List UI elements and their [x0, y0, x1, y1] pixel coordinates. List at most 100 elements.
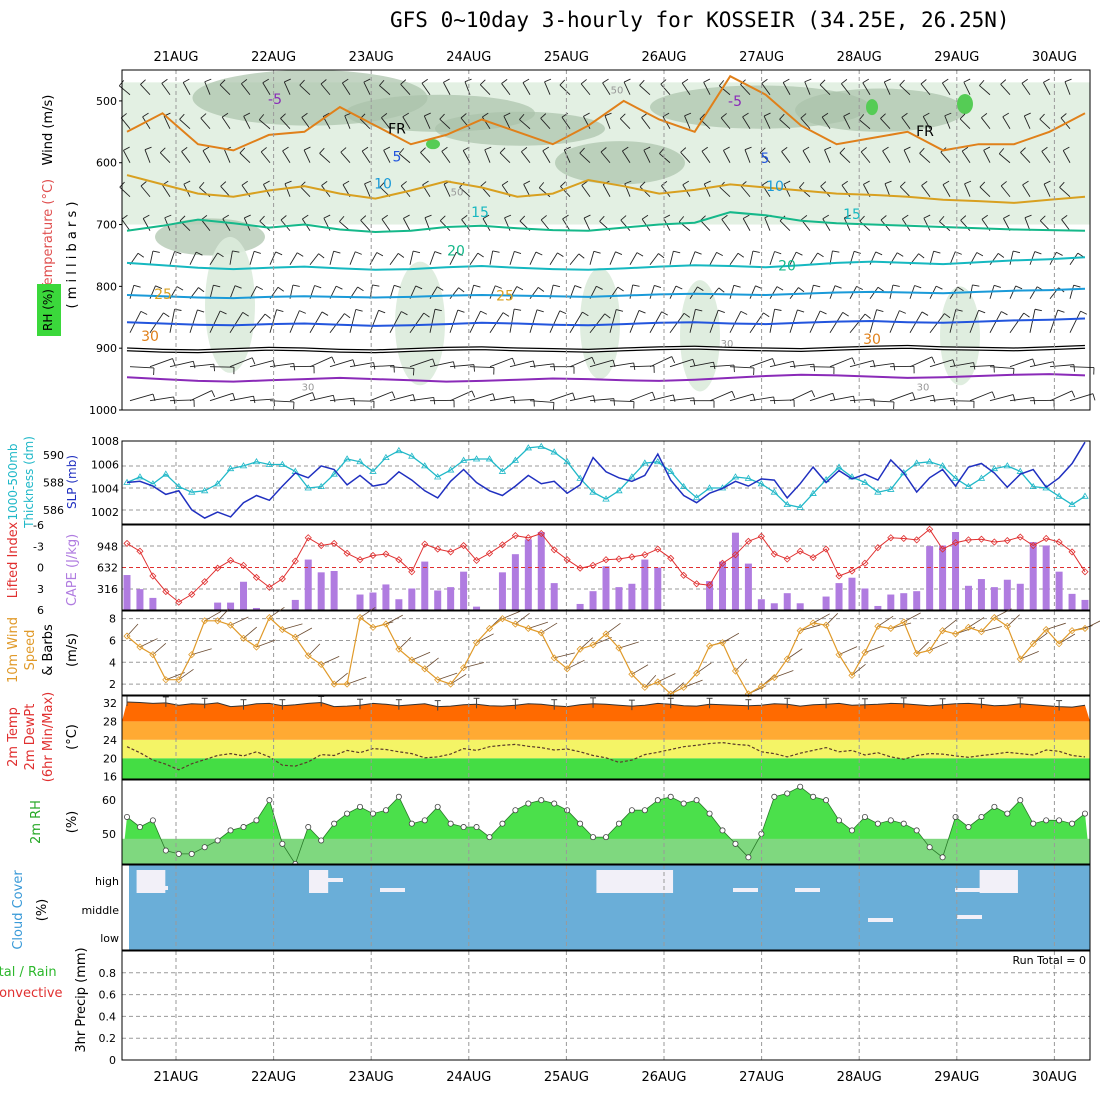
wind-barb	[120, 117, 131, 130]
wind-barb-flag	[964, 180, 972, 185]
lifted-tick: 0	[37, 562, 44, 575]
wind-barb	[812, 613, 830, 624]
wind-barb	[979, 85, 991, 96]
wind-barb	[849, 398, 874, 402]
cloud-clear-block	[596, 870, 674, 893]
wind-barb	[763, 115, 771, 129]
wind-barb	[450, 673, 467, 685]
wind-barb	[189, 309, 198, 333]
wind-barb	[923, 217, 931, 231]
thickness-marker	[550, 448, 558, 455]
wind-barb-flag	[344, 313, 351, 319]
wind-barb-flag	[695, 308, 703, 312]
wind-barb-flag	[179, 113, 185, 120]
rh-marker	[525, 800, 532, 807]
wind-barb-flag	[213, 364, 216, 372]
wind-barb-flag	[312, 392, 316, 400]
wind-barb-flag	[383, 146, 391, 151]
wind-barb	[140, 185, 151, 198]
thickness-axis-label-2: Thickness (dm)	[22, 436, 36, 529]
cape-bar	[913, 591, 921, 610]
thickness-marker	[977, 474, 986, 481]
cape-bar	[654, 567, 662, 610]
date-label-bottom: 26AUG	[641, 1070, 686, 1085]
wind-barb	[269, 309, 278, 333]
wind-barb	[620, 219, 631, 232]
lifted-marker	[265, 583, 273, 591]
wind-barb-flag	[615, 251, 623, 255]
wind-speed-marker	[537, 629, 545, 637]
thickness-marker	[770, 488, 779, 495]
wind-barb-flag	[721, 214, 728, 220]
wind-barb	[583, 217, 591, 231]
wind-barb-flag	[776, 286, 784, 291]
lifted-marker	[667, 554, 675, 562]
wind-barb-flag	[321, 180, 328, 186]
wind-barb	[769, 399, 795, 402]
wind-barb	[899, 186, 911, 198]
cape-tick: 316	[97, 583, 118, 596]
cape-bar	[149, 597, 157, 610]
wind-barb	[364, 183, 371, 197]
wind-barb	[589, 313, 606, 334]
wind-barb	[139, 638, 158, 648]
wind-barb-flag	[617, 286, 624, 292]
wind-speed-marker	[524, 624, 532, 633]
wind-barb-flag	[658, 253, 665, 259]
wind-barb	[709, 390, 733, 402]
wind-barb	[858, 119, 871, 130]
cape-bar	[796, 603, 804, 610]
wind-barb	[1024, 217, 1031, 231]
wind-barb	[609, 362, 634, 368]
wind-barb-flag	[671, 356, 676, 364]
wind-barb	[589, 398, 614, 402]
wind-barb	[333, 672, 348, 685]
wind-barb	[781, 151, 791, 163]
wind-barb-flag	[1043, 180, 1051, 185]
wind-barb	[602, 184, 611, 197]
wind-speed-marker	[861, 648, 869, 657]
cape-bar	[615, 587, 623, 610]
wind-barb-flag	[842, 311, 849, 317]
wind-barb-flag	[1015, 285, 1023, 290]
wind-barb	[789, 363, 814, 368]
lifted-marker	[162, 588, 170, 596]
lifted-marker	[926, 525, 934, 533]
lifted-marker	[485, 549, 494, 557]
wind-barb	[398, 153, 411, 164]
wind-barb	[703, 82, 711, 95]
thickness-marker	[343, 455, 351, 462]
contour-label: 10	[374, 177, 392, 193]
wind-barb-flag	[179, 215, 186, 222]
wind-barb-flag	[434, 308, 442, 312]
cape-bar	[382, 584, 390, 610]
lifted-marker	[822, 545, 830, 553]
wind-barb-flag	[302, 214, 309, 220]
date-label-top: 28AUG	[837, 50, 882, 65]
wind-barb	[942, 184, 951, 197]
wind-barb-flag	[834, 285, 842, 289]
wind-barb	[709, 310, 719, 333]
precip-convective-label: Convective	[0, 986, 63, 1001]
wind-barb-flag	[1056, 251, 1063, 256]
wind-barb	[1021, 83, 1031, 95]
wind-barb-flag	[511, 357, 516, 365]
temp-tick: 24	[103, 734, 117, 747]
wind-barb-flag	[981, 214, 988, 220]
wind-barb	[782, 82, 791, 95]
cloud-axis-label: Cloud Cover	[11, 870, 26, 950]
wind-barb	[189, 390, 212, 402]
wind-axis-label-3: & Barbs	[41, 624, 56, 676]
cape-bar	[783, 593, 791, 610]
wind-barb	[696, 662, 712, 674]
wind-barb-flag	[932, 395, 936, 403]
cape-bar	[731, 532, 739, 610]
lifted-marker	[718, 559, 727, 567]
wind-barb	[684, 115, 691, 129]
wind-barb-flag	[201, 215, 208, 221]
wind-barb-flag	[280, 215, 287, 221]
wind-barb	[670, 682, 684, 695]
date-label-top: 26AUG	[641, 50, 686, 65]
lifted-marker	[757, 532, 765, 540]
lifted-marker	[848, 567, 856, 575]
